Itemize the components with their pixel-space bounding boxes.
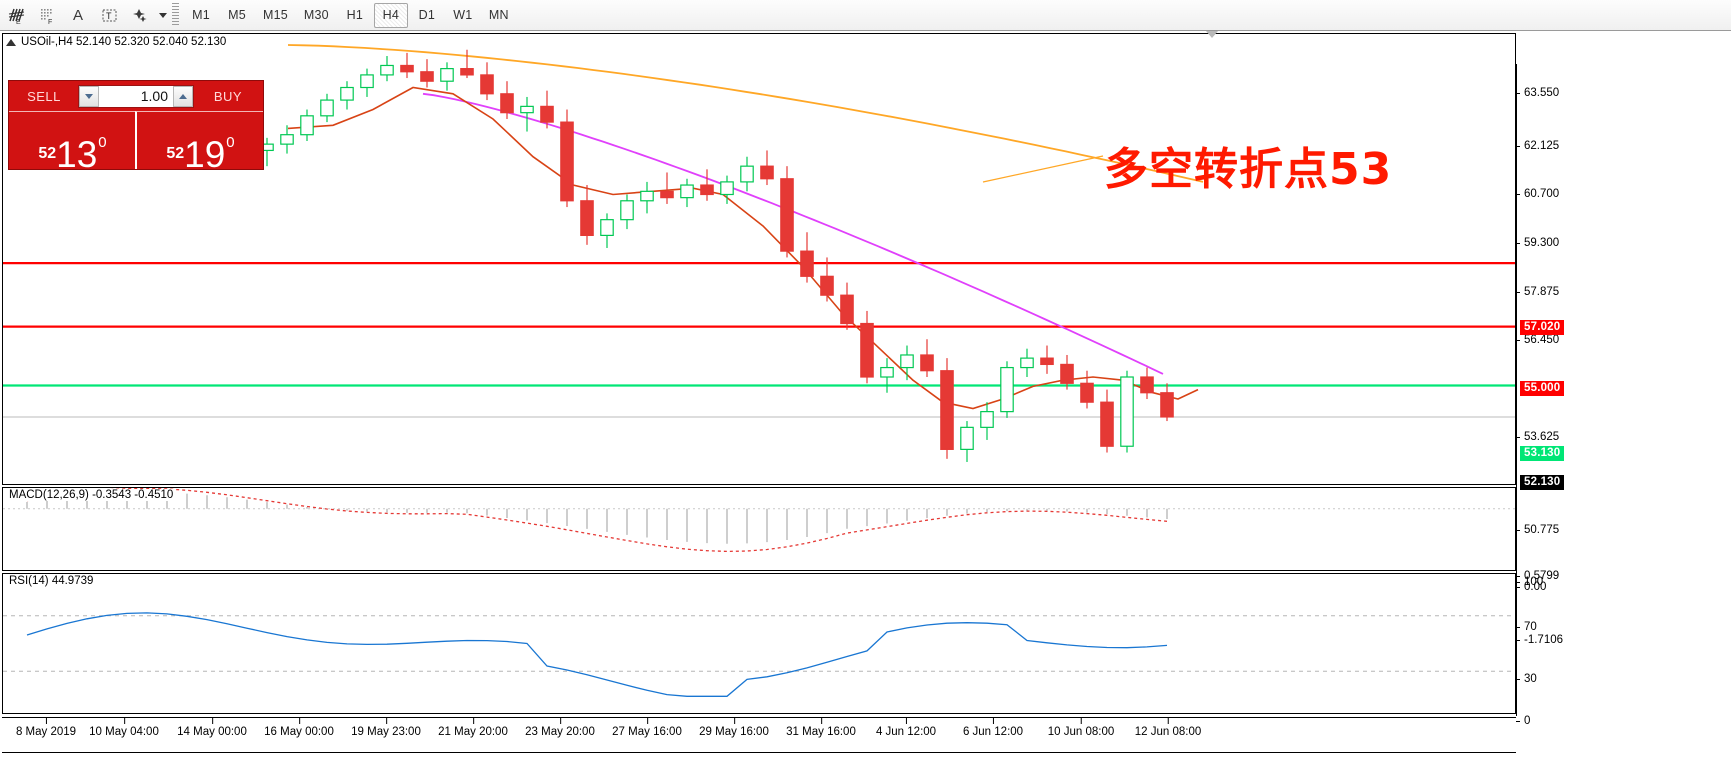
chart-area: USOil-,H4 52.140 52.320 52.040 52.130 SE… <box>0 31 1731 757</box>
buy-price-prefix: 52 <box>166 145 185 162</box>
time-tick: 10 May 04:00 <box>89 718 159 738</box>
sell-button[interactable]: SELL <box>27 88 61 104</box>
price-level-label-52.130[interactable]: 52.130 <box>1520 475 1565 490</box>
time-tick: 12 Jun 08:00 <box>1134 718 1202 738</box>
volume-stepper[interactable]: 1.00 <box>78 84 194 108</box>
price-chart-svg <box>3 44 1515 462</box>
objects-dropdown-arrow[interactable] <box>156 1 170 29</box>
buy-price-display[interactable]: 52 19 0 <box>135 111 263 173</box>
timeframe-m5[interactable]: M5 <box>228 8 246 22</box>
timeframe-m15[interactable]: M15 <box>263 8 288 22</box>
buy-price-big: 19 <box>184 134 226 175</box>
time-tick: 10 Jun 08:00 <box>1047 718 1115 738</box>
timeframe-h1[interactable]: H1 <box>346 8 364 22</box>
price-level-label-55.000[interactable]: 55.000 <box>1520 381 1565 396</box>
chart-grid-icon[interactable]: F <box>32 1 62 29</box>
price-tick: 63.550 <box>1515 87 1560 99</box>
sell-price-display[interactable]: 52 13 0 <box>9 111 135 173</box>
volume-input[interactable]: 1.00 <box>99 85 173 107</box>
toolbar: E F A T <box>0 0 1731 31</box>
text-label-icon[interactable]: T <box>94 1 124 29</box>
trade-panel-prices: 52 13 0 52 19 0 <box>9 111 263 173</box>
svg-text:E: E <box>16 19 21 25</box>
macd-panel[interactable]: MACD(12,26,9) -0.3543 -0.4510 <box>2 487 1516 571</box>
price-level-label-53.130[interactable]: 53.130 <box>1520 446 1565 461</box>
time-tick: 6 Jun 12:00 <box>962 718 1024 738</box>
price-axis[interactable]: 63.550 62.125 60.700 59.300 57.875 56.450 53.6… <box>1515 64 1731 727</box>
timeframe-d1[interactable]: D1 <box>418 8 436 22</box>
price-axis-line <box>1516 64 1517 716</box>
rsi-label: RSI(14) 44.9739 <box>7 575 96 587</box>
price-tick: 56.450 <box>1515 334 1560 346</box>
svg-text:T: T <box>106 11 112 21</box>
sell-price-big: 13 <box>56 134 98 175</box>
time-tick: 4 Jun 12:00 <box>875 718 937 738</box>
timeframe-m30[interactable]: M30 <box>303 8 329 22</box>
time-tick: 16 May 00:00 <box>264 718 334 738</box>
sell-price-sup: 0 <box>98 134 107 151</box>
rsi-tick: 100 <box>1515 576 1544 588</box>
time-tick: 27 May 16:00 <box>612 718 682 738</box>
indicators-icon[interactable]: E <box>1 1 31 29</box>
time-tick: 21 May 20:00 <box>438 718 508 738</box>
rsi-panel[interactable]: RSI(14) 44.9739 <box>2 573 1516 714</box>
volume-decrease-button[interactable] <box>79 85 99 107</box>
symbol-ohlc-text: USOil-,H4 52.140 52.320 52.040 52.130 <box>21 36 227 48</box>
toolbar-grip[interactable] <box>172 3 179 27</box>
objects-icon[interactable] <box>125 1 155 29</box>
one-click-trading-panel[interactable]: SELL 1.00 BUY 52 13 0 <box>8 80 264 173</box>
macd-tick: 0.00 <box>1515 581 1547 593</box>
symbol-ohlc-bar: USOil-,H4 52.140 52.320 52.040 52.130 <box>2 33 1516 51</box>
time-tick: 23 May 20:00 <box>525 718 595 738</box>
chart-shift-icon <box>6 38 16 46</box>
timeframe-h4[interactable]: H4 <box>373 2 408 28</box>
price-tick: 62.125 <box>1515 140 1560 152</box>
timeframe-mn[interactable]: MN <box>488 8 509 22</box>
time-tick: 29 May 16:00 <box>699 718 769 738</box>
rsi-tick: 0 <box>1515 715 1531 727</box>
timeframe-m1[interactable]: M1 <box>192 8 210 22</box>
price-tick: 53.625 <box>1515 431 1560 443</box>
volume-increase-button[interactable] <box>173 85 193 107</box>
caret-down-icon <box>85 93 93 99</box>
buy-button[interactable]: BUY <box>213 88 243 104</box>
time-tick: 19 May 23:00 <box>351 718 421 738</box>
rsi-chart-svg <box>3 612 1515 697</box>
text-tool-icon[interactable]: A <box>72 6 83 24</box>
buy-price-sup: 0 <box>226 134 235 151</box>
time-tick: 14 May 00:00 <box>177 718 247 738</box>
price-tick: 50.775 <box>1515 524 1560 536</box>
sell-price-prefix: 52 <box>38 145 57 162</box>
svg-text:F: F <box>48 19 52 25</box>
price-tick: 57.875 <box>1515 286 1560 298</box>
price-tick: 59.300 <box>1515 237 1560 249</box>
rsi-tick: 30 <box>1516 673 1537 685</box>
macd-label: MACD(12,26,9) -0.3543 -0.4510 <box>7 489 176 501</box>
rsi-tick: 70 <box>1516 621 1537 633</box>
timeframe-group: M1 M5 M15 M30 H1 H4 D1 W1 MN <box>183 2 517 28</box>
price-tick: 60.700 <box>1515 188 1560 200</box>
macd-chart-svg <box>3 488 1515 553</box>
chevron-down-icon <box>159 12 167 18</box>
time-tick: 31 May 16:00 <box>786 718 856 738</box>
chart-scroll-marker[interactable] <box>1206 31 1218 38</box>
price-level-label-57.020[interactable]: 57.020 <box>1520 320 1565 335</box>
chart-annotation-text[interactable]: 多空转折点53 <box>1104 144 1393 195</box>
time-axis[interactable]: 8 May 2019 10 May 04:00 14 May 00:00 16 May… <box>2 717 1516 753</box>
macd-tick: -1.7106 <box>1515 634 1564 646</box>
caret-up-icon <box>179 93 187 99</box>
timeframe-w1[interactable]: W1 <box>453 8 473 22</box>
trade-panel-top-row: SELL 1.00 BUY <box>9 81 263 111</box>
time-tick: 8 May 2019 <box>15 718 77 738</box>
macd-tick: 0.5799 <box>1515 570 1560 582</box>
